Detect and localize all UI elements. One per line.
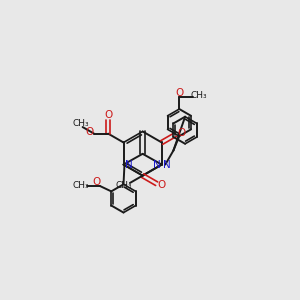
Text: CH₃: CH₃ <box>73 119 89 128</box>
Text: CH₃: CH₃ <box>115 181 132 190</box>
Text: O: O <box>104 110 112 120</box>
Text: O: O <box>175 88 183 98</box>
Text: CH₃: CH₃ <box>72 181 89 190</box>
Text: O: O <box>158 180 166 190</box>
Text: O: O <box>177 128 185 138</box>
Text: N: N <box>153 160 160 170</box>
Text: N: N <box>163 160 171 170</box>
Text: O: O <box>92 177 100 187</box>
Text: CH₃: CH₃ <box>191 91 207 100</box>
Text: N: N <box>124 160 132 170</box>
Text: O: O <box>86 128 94 137</box>
